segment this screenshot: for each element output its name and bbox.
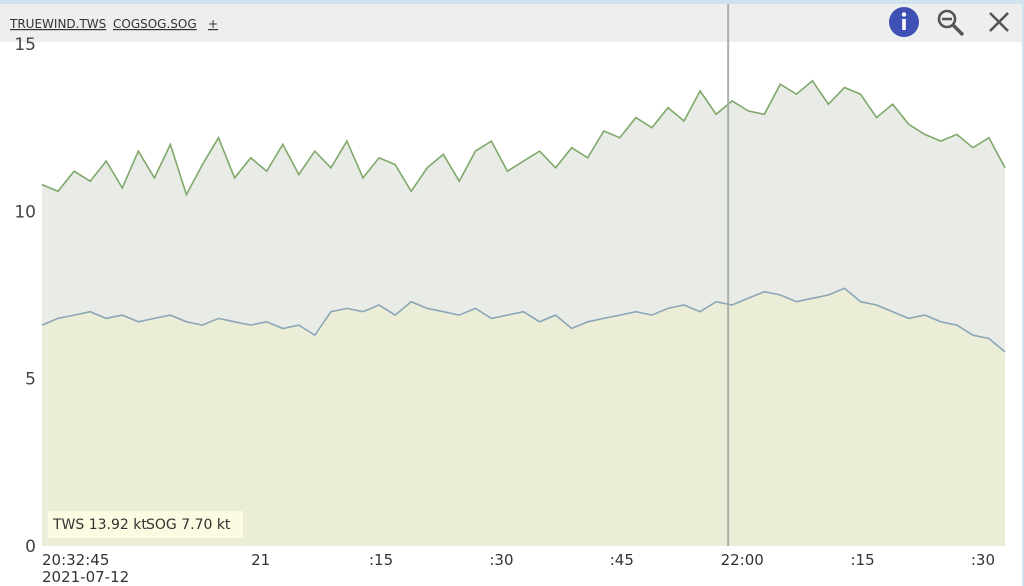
close-button[interactable] [989, 12, 1009, 32]
x-tick-label: :45 [610, 551, 634, 569]
readout-box [48, 511, 243, 538]
tab[interactable]: COGSOG.SOG [113, 17, 197, 31]
add-tab[interactable]: + [208, 17, 218, 31]
x-tick-label: :15 [369, 551, 393, 569]
plot [41, 79, 1006, 547]
x-date-label: 2021-07-12 [42, 568, 129, 586]
info-button[interactable] [889, 7, 919, 37]
x-tick-label: 22:00 [721, 551, 764, 569]
x-tick-label: 20:32:45 [42, 551, 109, 569]
x-tick-label: :15 [850, 551, 874, 569]
y-tick-label: 10 [14, 202, 36, 222]
series-line [41, 287, 1006, 353]
series-line [41, 79, 1006, 197]
area-fill [42, 288, 1005, 546]
x-tick-label: 21 [251, 551, 270, 569]
y-tick-label: 5 [25, 370, 36, 390]
y-tick-label: 0 [25, 537, 36, 557]
readout: TWS 13.92 kt [52, 517, 147, 533]
tab[interactable]: TRUEWIND.TWS [9, 17, 106, 31]
x-tick-label: :30 [489, 551, 513, 569]
y-tick-label: 15 [14, 35, 36, 55]
zoom-button[interactable] [937, 9, 965, 37]
toolbar [0, 4, 1022, 42]
readout: SOG 7.70 kt [146, 517, 231, 533]
x-tick-label: :30 [971, 551, 995, 569]
